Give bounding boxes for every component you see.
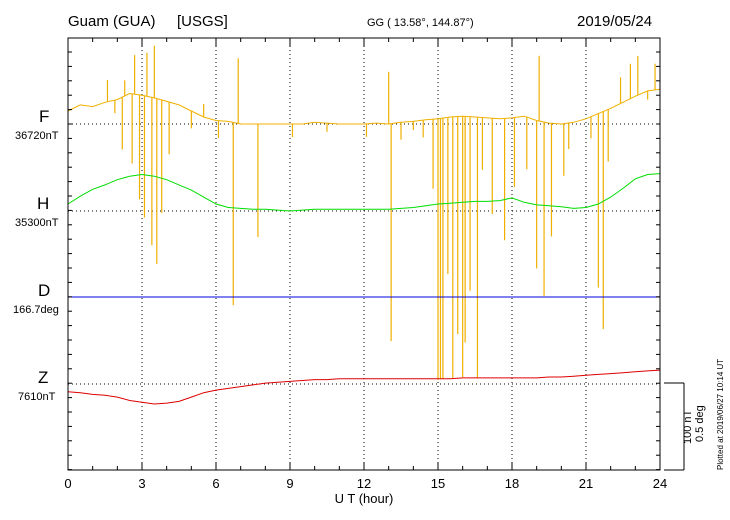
series-line-Z (67, 369, 661, 405)
x-tick-label: 9 (286, 476, 293, 491)
baseline-F: 36720nT (15, 130, 59, 142)
x-tick-label: 0 (64, 476, 71, 491)
tick-layer: 0 3 6 9 12 15 18 21 24 (64, 38, 667, 491)
station-title: Guam (GUA) (68, 13, 156, 30)
x-tick-label: 18 (505, 476, 519, 491)
label-H: H (37, 194, 50, 213)
label-Z: Z (38, 368, 49, 387)
baseline-H: 35300nT (15, 217, 59, 229)
scale-bar-deg: 0.5 deg (694, 405, 706, 442)
x-tick-label: 6 (212, 476, 219, 491)
series-line-F (67, 88, 661, 125)
x-tick-label: 3 (138, 476, 145, 491)
label-F: F (39, 107, 50, 126)
series-line-H (67, 173, 661, 212)
baseline-Z: 7610nT (18, 391, 56, 403)
x-tick-label: 15 (431, 476, 445, 491)
label-D: D (38, 281, 51, 300)
x-tick-label: 12 (357, 476, 371, 491)
x-tick-label: 24 (653, 476, 667, 491)
scale-bar-nt: 100 nT (682, 409, 694, 444)
scale-bar (664, 382, 685, 471)
plotted-at-note: Plotted at 2019/06/27 10:14 UT (716, 358, 725, 470)
date-label: 2019/05/24 (577, 13, 653, 30)
station-coords: GG ( 13.58°, 144.87°) (367, 17, 474, 29)
x-axis-label: U T (hour) (335, 491, 394, 506)
baseline-D: 166.7deg (13, 304, 59, 316)
source-label: [USGS] (177, 13, 228, 30)
series-layer (67, 45, 661, 405)
x-tick-label: 21 (579, 476, 593, 491)
